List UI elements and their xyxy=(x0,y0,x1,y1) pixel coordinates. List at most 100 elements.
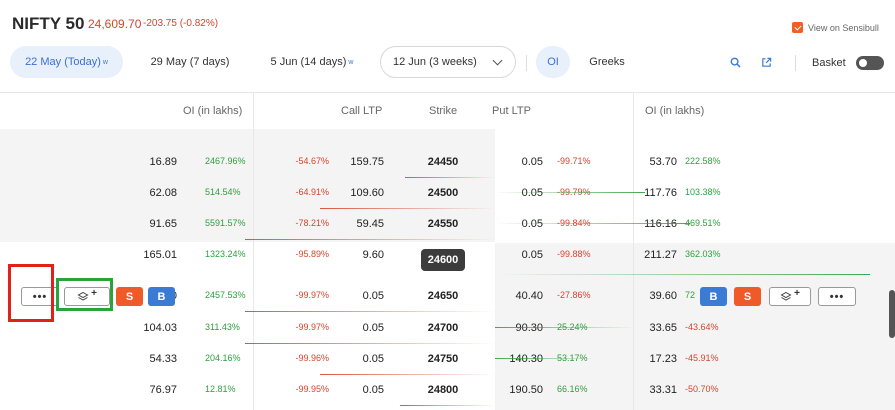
table-row[interactable]: 165.01 1323.24% -95.89% 9.60 0.05 -99.88% 211.… xyxy=(0,240,895,275)
oi-change-bar xyxy=(495,192,645,193)
col-put-oi[interactable]: OI (in lakhs) xyxy=(645,105,705,117)
put-oi-value: 211.27 xyxy=(644,249,677,261)
put-ltp-value: 0.05 xyxy=(521,156,543,168)
itm-put-shading xyxy=(495,243,895,410)
call-ltp-value: 0.05 xyxy=(362,353,384,365)
call-oi-change: 306.03% xyxy=(205,125,241,126)
call-ltp-value: 109.60 xyxy=(350,187,384,199)
call-ltp-change: -54.67% xyxy=(295,156,329,166)
index-title: NIFTY 50 xyxy=(12,14,85,33)
put-buy-button[interactable]: B xyxy=(700,287,727,306)
call-oi-change: 12.81% xyxy=(205,384,236,394)
divider xyxy=(795,55,796,71)
oi-change-bar xyxy=(320,374,495,375)
call-ltp-change: -64.91% xyxy=(295,187,329,197)
sensibull-logo-icon xyxy=(792,22,803,33)
call-oi-change: 2467.96% xyxy=(205,156,246,166)
put-oi-change: 222.58% xyxy=(685,156,721,166)
put-oi-value: 63.09 xyxy=(649,125,677,128)
put-ltp-value: 0.05 xyxy=(521,249,543,261)
strike-price: 24550 xyxy=(427,218,459,230)
put-ltp-value: 140.30 xyxy=(509,353,543,365)
col-put-ltp[interactable]: Put LTP xyxy=(492,105,531,117)
put-oi-change: -43.64% xyxy=(685,322,719,332)
oi-change-bar xyxy=(495,274,870,275)
put-ltp-value: 90.30 xyxy=(515,322,543,334)
call-ltp-change: -95.89% xyxy=(295,249,329,259)
table-row[interactable]: 54.33 204.16% -99.96% 0.05 24750 140.30 53.17%… xyxy=(0,344,895,375)
call-sell-button[interactable]: S xyxy=(116,287,143,306)
tab-expiry-5-jun[interactable]: 5 Jun (14 days) w xyxy=(262,46,362,78)
basket-toggle[interactable] xyxy=(856,56,884,70)
weekly-mark: w xyxy=(102,58,108,66)
index-change: -203.75 (-0.82%) xyxy=(143,18,219,29)
strike-price: 24700 xyxy=(427,322,459,334)
chevron-down-icon xyxy=(492,55,503,65)
layers-icon xyxy=(780,291,792,301)
table-row[interactable]: 91.65 5591.57% -78.21% 59.45 24550 0.05 -99.84… xyxy=(0,209,895,240)
put-oi-change: 72 xyxy=(685,290,696,300)
put-oi-change: -9.57% xyxy=(685,125,714,126)
put-ltp-value: 0.05 xyxy=(522,125,543,128)
put-oi-value: 33.31 xyxy=(649,384,677,396)
col-call-ltp[interactable]: Call LTP xyxy=(341,105,383,117)
tab-greeks[interactable]: Greeks xyxy=(589,56,625,68)
divider xyxy=(526,55,527,71)
table-row[interactable]: 9.37 306.03% -47.81% 209.75 24400 0.05 -99.56%… xyxy=(0,125,895,137)
call-oi-value: 76.97 xyxy=(149,384,177,396)
option-chain-table: OI (in lakhs) Call LTP Strike Put LTP OI… xyxy=(0,92,895,410)
oi-change-bar xyxy=(245,343,495,344)
tab-expiry-29-may-label: 29 May (7 days) xyxy=(150,56,230,68)
put-oi-value: 116.16 xyxy=(644,218,677,230)
tab-oi[interactable]: OI xyxy=(536,46,570,78)
tab-expiry-5-jun-label: 5 Jun (14 days) xyxy=(270,56,347,68)
strike-price: 24750 xyxy=(427,353,459,365)
tab-expiry-29-may[interactable]: 29 May (7 days) xyxy=(140,46,240,78)
call-ltp-value: 59.45 xyxy=(356,218,384,230)
call-oi-value: 91.65 xyxy=(149,218,177,230)
col-call-oi[interactable]: OI (in lakhs) xyxy=(183,105,243,117)
col-strike[interactable]: Strike xyxy=(429,105,458,117)
atm-strike-badge: 24600 xyxy=(421,249,465,271)
put-sell-button[interactable]: S xyxy=(734,287,761,306)
table-row[interactable]: 104.03 311.43% -99.97% 0.05 24700 90.30 25.24%… xyxy=(0,313,895,344)
table-row[interactable]: 76.97 12.81% -99.95% 0.05 24800 190.50 66.16% 3… xyxy=(0,375,895,406)
sensibull-link-label: View on Sensibull xyxy=(808,22,879,33)
call-oi-value: 62.08 xyxy=(149,187,177,199)
search-icon[interactable] xyxy=(730,57,741,68)
scrollbar[interactable] xyxy=(889,290,895,338)
expiry-select-value: 12 Jun (3 weeks) xyxy=(393,56,477,68)
oi-change-bar xyxy=(245,239,495,240)
strike-price: 24450 xyxy=(427,156,459,168)
column-divider xyxy=(633,93,634,410)
put-oi-value: 117.76 xyxy=(644,187,677,199)
put-add-to-basket-button[interactable]: + xyxy=(769,287,811,306)
put-oi-value: 17.23 xyxy=(649,353,677,365)
put-more-options-button[interactable]: ••• xyxy=(818,287,856,306)
call-oi-value: 16.89 xyxy=(149,156,177,168)
put-ltp-change: 66.16% xyxy=(557,384,588,394)
table-row[interactable]: 16.89 2467.96% -54.67% 159.75 24450 0.05 -99.7… xyxy=(0,147,895,178)
call-oi-change: 311.43% xyxy=(205,322,240,332)
put-ltp-change: -99.71% xyxy=(557,156,591,166)
highlight-add-to-basket xyxy=(56,278,113,311)
call-ltp-change: -99.97% xyxy=(295,322,329,332)
itm-call-shading xyxy=(0,129,495,242)
put-oi-change: 362.03% xyxy=(685,249,721,259)
column-divider xyxy=(253,93,254,410)
tab-expiry-22-may[interactable]: 22 May (Today) w xyxy=(10,46,123,78)
put-oi-change: 469.51% xyxy=(685,218,721,228)
table-row[interactable]: 62.08 514.54% -64.91% 109.60 24500 0.05 -99.79… xyxy=(0,178,895,209)
external-link-icon[interactable] xyxy=(761,57,772,68)
call-ltp-value: 9.60 xyxy=(362,249,384,261)
call-buy-button[interactable]: B xyxy=(148,287,175,306)
put-ltp-value: 0.05 xyxy=(521,218,543,230)
expiry-select[interactable]: 12 Jun (3 weeks) xyxy=(380,46,516,78)
call-oi-value: 54.33 xyxy=(149,353,177,365)
add-to-basket-button[interactable]: + xyxy=(64,287,110,306)
view-on-sensibull-link[interactable]: View on Sensibull xyxy=(792,22,879,33)
call-oi-change: 514.54% xyxy=(205,187,241,197)
put-ltp-change: -99.56% xyxy=(557,125,591,126)
call-ltp-change: -99.96% xyxy=(295,353,329,363)
put-ltp-value: 190.50 xyxy=(509,384,543,396)
